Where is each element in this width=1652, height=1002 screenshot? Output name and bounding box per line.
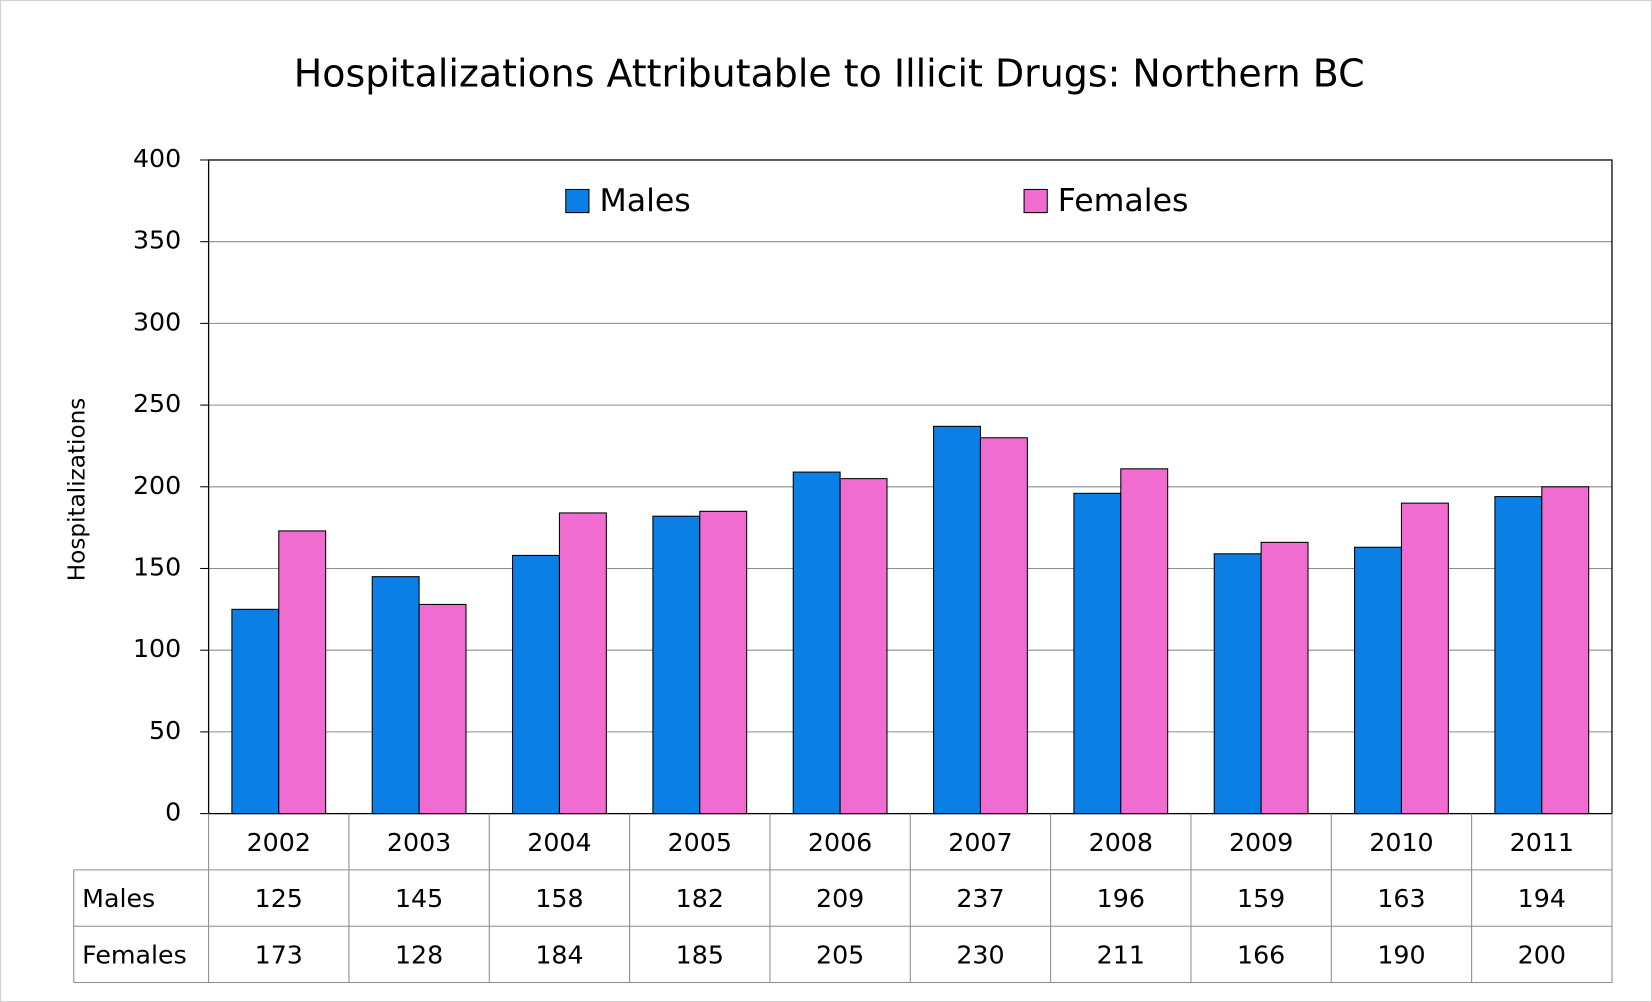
x-tick-label: 2003 [387,828,451,857]
table-value: 182 [676,884,724,913]
table-row-label: Males [82,884,155,913]
y-tick-label: 300 [133,307,181,336]
bar [1400,502,1449,815]
x-tick-label: 2002 [247,828,311,857]
bar [1541,486,1590,815]
table-value: 184 [535,940,583,969]
table-value: 194 [1518,884,1566,913]
bar [1354,546,1402,815]
bar [558,512,607,815]
table-value: 185 [676,940,724,969]
x-tick-label: 2009 [1229,828,1293,857]
y-tick-label: 400 [133,144,181,173]
table-value: 173 [255,940,303,969]
bar [1213,553,1262,815]
table-value: 205 [816,940,864,969]
table-value: 159 [1237,884,1285,913]
legend-swatch [565,188,590,214]
table-value: 196 [1097,884,1145,913]
table-value: 190 [1377,940,1425,969]
bar [792,471,841,815]
table-value: 230 [956,940,1004,969]
x-tick-label: 2004 [527,828,591,857]
bar [699,510,748,815]
table-value: 209 [816,884,864,913]
x-tick-label: 2006 [808,828,872,857]
y-tick-label: 150 [133,553,181,582]
table-value: 125 [255,884,303,913]
bar [1260,541,1309,815]
bar [278,530,327,815]
table-value: 200 [1518,940,1566,969]
legend-label: Males [599,183,690,219]
x-tick-label: 2007 [948,828,1012,857]
y-tick-label: 250 [133,389,181,418]
x-tick-label: 2011 [1510,828,1574,857]
bar [418,603,467,815]
table-value: 237 [956,884,1004,913]
bar [231,608,280,815]
y-tick-label: 350 [133,226,181,255]
bar [933,425,981,815]
table-value: 145 [395,884,443,913]
bar [512,554,560,815]
chart-title: Hospitalizations Attributable to Illicit… [294,51,1365,95]
bar [1494,496,1543,815]
x-tick-label: 2005 [668,828,732,857]
bar [652,515,701,815]
y-tick-label: 0 [165,798,181,827]
bar [1120,468,1169,815]
bar [839,478,888,815]
legend-swatch [1023,188,1048,214]
y-tick-label: 100 [133,634,181,663]
y-axis-label: Hospitalizations [64,398,90,582]
y-tick-label: 200 [133,471,181,500]
bar [371,576,420,815]
table-value: 158 [535,884,583,913]
table-row-label: Females [82,940,187,969]
x-tick-label: 2008 [1089,828,1153,857]
table-value: 166 [1237,940,1285,969]
table-value: 211 [1097,940,1145,969]
y-tick-label: 50 [149,716,181,745]
bar [979,437,1028,815]
table-value: 163 [1377,884,1425,913]
table-value: 128 [395,940,443,969]
legend-label: Females [1058,183,1189,219]
x-tick-label: 2010 [1369,828,1433,857]
bar [1073,492,1122,815]
